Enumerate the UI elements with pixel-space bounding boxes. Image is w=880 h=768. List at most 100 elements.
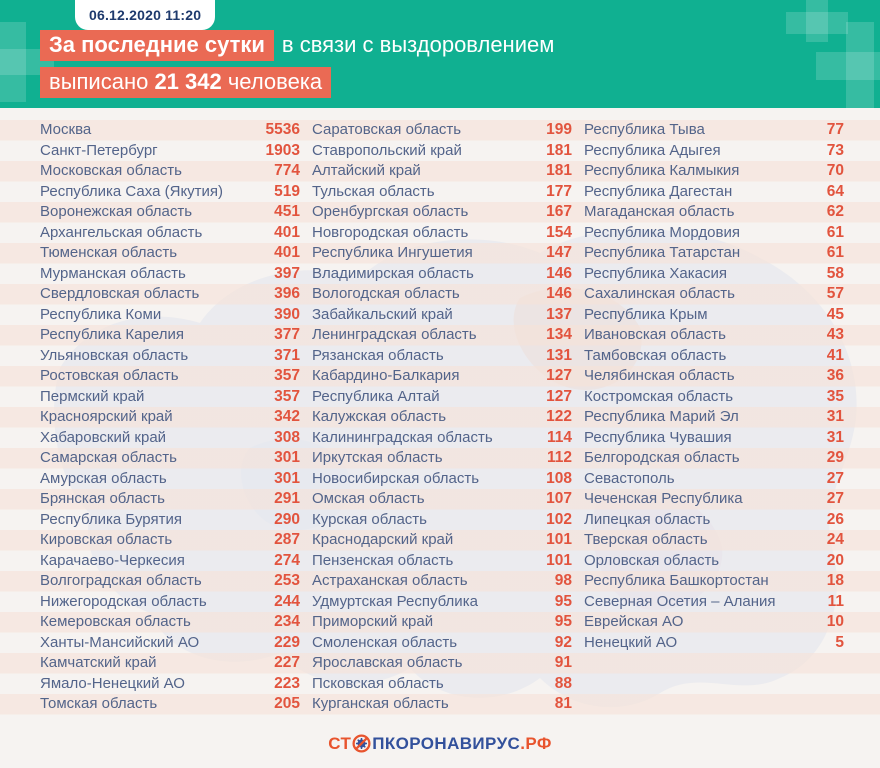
region-name: Тюменская область xyxy=(40,244,178,261)
region-name: Еврейская АО xyxy=(584,613,684,630)
region-value: 91 xyxy=(554,654,572,671)
table-row: Москва 5536 xyxy=(40,120,300,141)
region-name: Карачаево-Черкесия xyxy=(40,551,185,569)
table-row: Архангельская область 401 xyxy=(40,223,300,244)
table-row: Ненецкий АО 5 xyxy=(584,633,844,654)
table-row: Ставропольский край 181 xyxy=(312,141,572,162)
table-row: Пермский край 357 xyxy=(40,387,300,408)
region-name: Костромская область xyxy=(584,387,734,405)
table-row: Краснодарский край 101 xyxy=(312,530,572,551)
region-name: Астраханская область xyxy=(312,572,468,589)
region-name: Смоленская область xyxy=(312,633,458,651)
region-name: Республика Адыгея xyxy=(584,141,721,159)
region-value: 45 xyxy=(826,305,844,323)
region-value: 5 xyxy=(835,633,844,651)
region-value: 20 xyxy=(826,551,844,569)
table-row: Северная Осетия – Алания 11 xyxy=(584,592,844,613)
region-value: 73 xyxy=(826,141,844,159)
region-value: 253 xyxy=(274,572,300,589)
region-value: 64 xyxy=(826,182,844,200)
region-value: 287 xyxy=(274,531,300,548)
region-value: 137 xyxy=(546,305,572,323)
table-row: Еврейская АО 10 xyxy=(584,612,844,633)
region-value: 127 xyxy=(546,387,572,405)
table-row: Ивановская область 43 xyxy=(584,325,844,346)
region-value: 95 xyxy=(554,613,572,630)
region-value: 301 xyxy=(274,469,300,487)
region-value: 177 xyxy=(546,182,572,200)
region-value: 70 xyxy=(826,162,844,179)
table-row: Ульяновская область 371 xyxy=(40,346,300,367)
table-row: Вологодская область 146 xyxy=(312,284,572,305)
region-name: Архангельская область xyxy=(40,223,203,241)
region-name: Брянская область xyxy=(40,490,165,507)
table-row: Республика Крым 45 xyxy=(584,305,844,326)
table-column: Республика Тыва 77 Республика Адыгея 73 Респ… xyxy=(584,120,844,715)
table-row: Саратовская область 199 xyxy=(312,120,572,141)
region-name: Красноярский край xyxy=(40,408,173,425)
table-row: Брянская область 291 xyxy=(40,489,300,510)
table-row: Республика Татарстан 61 xyxy=(584,243,844,264)
region-value: 146 xyxy=(546,285,572,302)
table-row: Ямало-Ненецкий АО 223 xyxy=(40,674,300,695)
region-name: Чеченская Республика xyxy=(584,490,743,507)
region-name: Кабардино-Балкария xyxy=(312,367,460,384)
region-value: 24 xyxy=(826,531,844,548)
table-row: Забайкальский край 137 xyxy=(312,305,572,326)
header-banner: 06.12.2020 11:20 За последние сутки в свя… xyxy=(0,0,880,110)
region-name: Омская область xyxy=(312,490,425,507)
region-value: 371 xyxy=(274,346,300,364)
region-value: 81 xyxy=(554,695,572,712)
region-name: Санкт-Петербург xyxy=(40,141,158,159)
region-name: Республика Дагестан xyxy=(584,182,733,200)
region-name: Ямало-Ненецкий АО xyxy=(40,674,185,692)
region-name: Республика Ингушетия xyxy=(312,244,473,261)
table-row: Нижегородская область 244 xyxy=(40,592,300,613)
region-name: Ивановская область xyxy=(584,326,726,343)
region-value: 167 xyxy=(546,203,572,220)
region-name: Иркутская область xyxy=(312,449,443,466)
table-row: Псковская область 88 xyxy=(312,674,572,695)
table-row: Костромская область 35 xyxy=(584,387,844,408)
table-row: Камчатский край 227 xyxy=(40,653,300,674)
region-value: 26 xyxy=(826,510,844,528)
region-name: Москва xyxy=(40,121,92,138)
headline: За последние сутки в связи с выздоровлени… xyxy=(40,30,554,104)
table-row: Хабаровский край 308 xyxy=(40,428,300,449)
table-row: Рязанская область 131 xyxy=(312,346,572,367)
table-row: Тверская область 24 xyxy=(584,530,844,551)
region-name: Рязанская область xyxy=(312,346,444,364)
table-row: Республика Адыгея 73 xyxy=(584,141,844,162)
region-value: 27 xyxy=(826,490,844,507)
region-value: 102 xyxy=(546,510,572,528)
region-value: 227 xyxy=(274,654,300,671)
region-name: Севастополь xyxy=(584,469,675,487)
table-row: Карачаево-Черкесия 274 xyxy=(40,551,300,572)
region-value: 77 xyxy=(826,121,844,138)
table-row: Новгородская область 154 xyxy=(312,223,572,244)
region-name: Краснодарский край xyxy=(312,531,454,548)
region-value: 27 xyxy=(826,469,844,487)
region-value: 122 xyxy=(546,408,572,425)
logo-text-main: ПКОРОНАВИРУС xyxy=(372,734,521,753)
region-name: Республика Тыва xyxy=(584,121,705,138)
region-name: Курская область xyxy=(312,510,427,528)
table-row: Иркутская область 112 xyxy=(312,448,572,469)
table-row: Чеченская Республика 27 xyxy=(584,489,844,510)
table-row: Республика Коми 390 xyxy=(40,305,300,326)
region-value: 127 xyxy=(546,367,572,384)
region-name: Республика Алтай xyxy=(312,387,440,405)
region-value: 58 xyxy=(826,264,844,282)
region-value: 101 xyxy=(546,531,572,548)
region-value: 181 xyxy=(546,162,572,179)
region-name: Ярославская область xyxy=(312,654,463,671)
table-row: Омская область 107 xyxy=(312,489,572,510)
table-row: Республика Хакасия 58 xyxy=(584,264,844,285)
region-name: Ненецкий АО xyxy=(584,633,678,651)
table-row: Алтайский край 181 xyxy=(312,161,572,182)
region-value: 92 xyxy=(554,633,572,651)
table-column: Саратовская область 199 Ставропольский кра… xyxy=(312,120,572,715)
table-row: Кабардино-Балкария 127 xyxy=(312,366,572,387)
region-name: Республика Калмыкия xyxy=(584,162,740,179)
